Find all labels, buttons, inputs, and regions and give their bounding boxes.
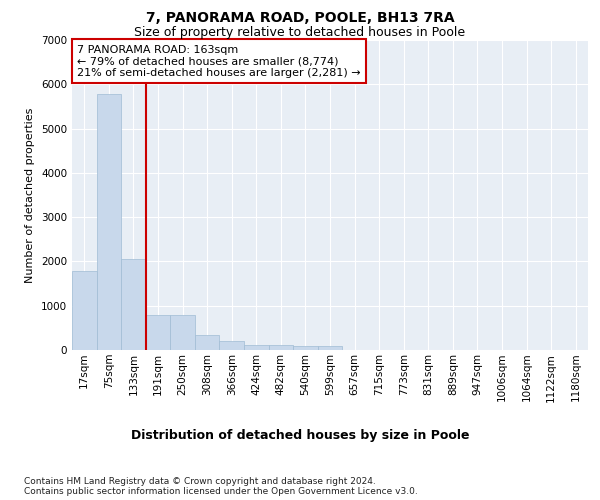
Bar — [97, 94, 121, 350]
Bar — [195, 335, 220, 350]
Bar — [244, 344, 269, 350]
Bar — [269, 346, 293, 350]
Text: 7 PANORAMA ROAD: 163sqm
← 79% of detached houses are smaller (8,774)
21% of semi: 7 PANORAMA ROAD: 163sqm ← 79% of detache… — [77, 44, 361, 78]
Bar — [121, 259, 146, 350]
Y-axis label: Number of detached properties: Number of detached properties — [25, 108, 35, 282]
Text: Distribution of detached houses by size in Poole: Distribution of detached houses by size … — [131, 430, 469, 442]
Bar — [293, 346, 318, 350]
Bar — [318, 346, 342, 350]
Bar — [72, 271, 97, 350]
Bar — [170, 314, 195, 350]
Text: Contains public sector information licensed under the Open Government Licence v3: Contains public sector information licen… — [24, 487, 418, 496]
Bar — [220, 341, 244, 350]
Text: Size of property relative to detached houses in Poole: Size of property relative to detached ho… — [134, 26, 466, 39]
Text: Contains HM Land Registry data © Crown copyright and database right 2024.: Contains HM Land Registry data © Crown c… — [24, 477, 376, 486]
Bar — [146, 314, 170, 350]
Text: 7, PANORAMA ROAD, POOLE, BH13 7RA: 7, PANORAMA ROAD, POOLE, BH13 7RA — [146, 11, 454, 25]
